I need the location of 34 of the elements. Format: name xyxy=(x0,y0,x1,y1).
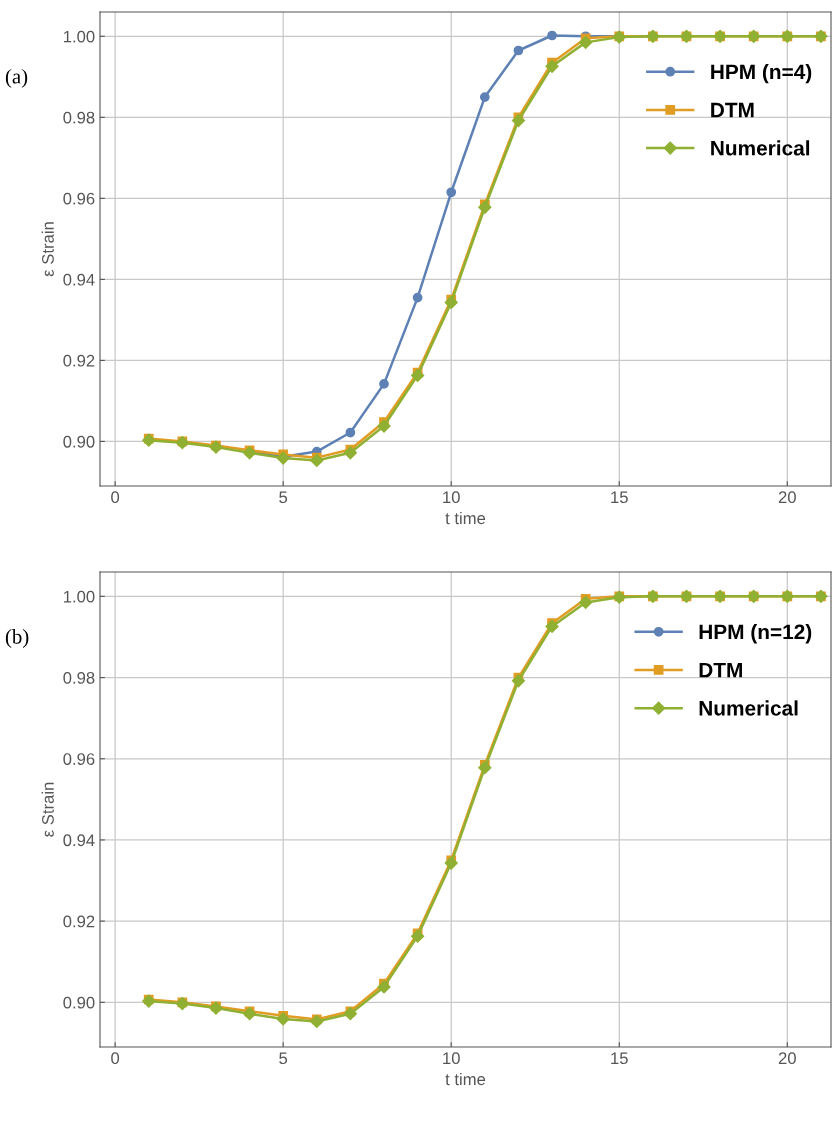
x-tick-label: 0 xyxy=(111,1052,120,1065)
y-tick-label: 0.92 xyxy=(63,354,95,367)
y-tick-label: 0.92 xyxy=(63,915,95,928)
x-tick-label: 0 xyxy=(111,491,120,504)
x-axis-title: t time xyxy=(445,1072,486,1086)
y-tick-label: 0.90 xyxy=(63,435,95,448)
y-axis-title: ε Strain xyxy=(41,222,54,277)
x-axis-title: t time xyxy=(445,511,486,525)
y-tick-label: 0.94 xyxy=(63,834,95,847)
text: (b) xyxy=(5,629,29,648)
x-tick-label: 15 xyxy=(611,491,628,504)
y-tick-label: 1.00 xyxy=(63,30,95,43)
legend-label: DTM xyxy=(711,102,754,118)
x-tick-label: 20 xyxy=(778,1052,796,1065)
x-tick-label: 10 xyxy=(443,1052,460,1065)
y-tick-label: 0.98 xyxy=(63,111,95,124)
legend-label: Numerical xyxy=(699,700,798,716)
x-tick-label: 5 xyxy=(279,491,288,504)
legend-label: Numerical xyxy=(711,140,810,156)
y-tick-label: 0.96 xyxy=(63,753,95,765)
y-axis-title: ε Strain xyxy=(41,782,54,837)
text: (a) xyxy=(5,68,28,88)
y-tick-label: 0.94 xyxy=(63,273,95,286)
legend-label: DTM xyxy=(699,662,742,678)
x-tick-label: 10 xyxy=(443,491,460,504)
y-tick-label: 0.98 xyxy=(63,671,95,684)
x-tick-label: 20 xyxy=(778,491,796,504)
y-tick-label: 0.90 xyxy=(63,996,95,1009)
x-tick-label: 15 xyxy=(611,1052,628,1065)
x-tick-label: 5 xyxy=(279,1052,288,1065)
y-tick-label: 0.96 xyxy=(63,192,95,205)
legend-label: HPM (n=4) xyxy=(711,63,812,84)
legend-label: HPM (n=12) xyxy=(699,624,812,644)
y-tick-label: 1.00 xyxy=(63,590,95,603)
